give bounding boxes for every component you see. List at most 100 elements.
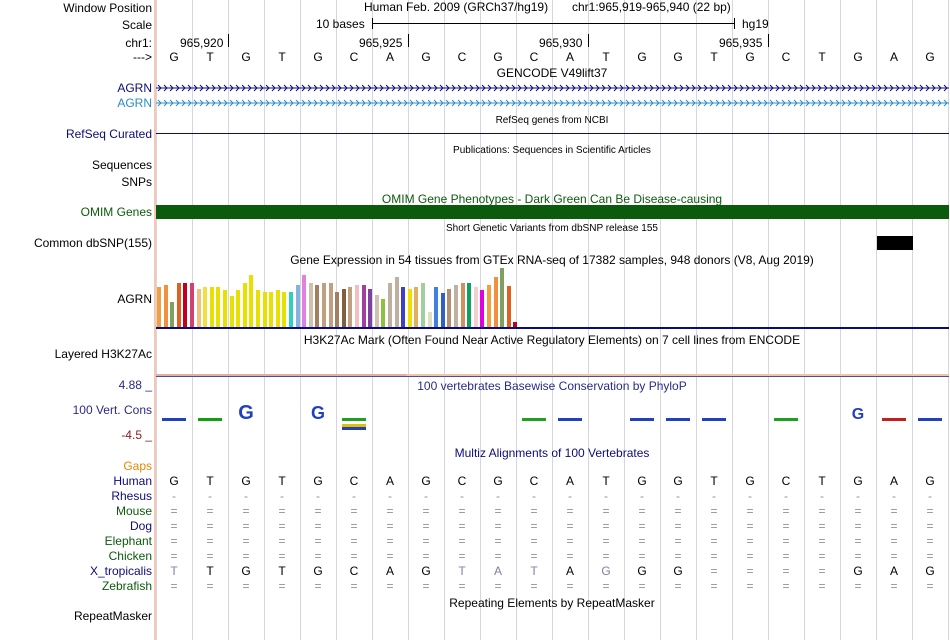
gtex-expression-bars[interactable] — [156, 268, 536, 327]
multiz-species-label[interactable]: Mouse — [115, 504, 152, 518]
gtex-tissue-bar[interactable] — [414, 287, 419, 327]
strand-arrow — [571, 99, 576, 107]
gtex-tissue-bar[interactable] — [322, 283, 326, 327]
snps-track-label[interactable]: SNPs — [121, 175, 152, 189]
multiz-species-label[interactable]: Elephant — [104, 534, 152, 548]
gtex-tissue-bar[interactable] — [216, 287, 221, 327]
gencode-transcript-1[interactable] — [156, 84, 949, 92]
aligned-base: = — [422, 519, 430, 533]
gtex-tissue-bar[interactable] — [335, 292, 340, 327]
publications-track-label[interactable]: Sequences — [91, 158, 152, 172]
gtex-tissue-bar[interactable] — [242, 283, 247, 327]
h3k27ac-track-label[interactable]: Layered H3K27Ac — [54, 347, 152, 361]
gtex-tissue-bar[interactable] — [302, 275, 307, 327]
gtex-tissue-bar[interactable] — [196, 289, 201, 327]
gtex-tissue-bar[interactable] — [467, 283, 472, 327]
gtex-tissue-bar[interactable] — [487, 285, 491, 327]
gencode-transcript-2[interactable] — [156, 99, 949, 107]
gtex-tissue-bar[interactable] — [328, 283, 333, 327]
gtex-tissue-bar[interactable] — [229, 296, 234, 327]
gtex-tissue-bar[interactable] — [295, 285, 300, 327]
strand-arrow — [805, 84, 810, 92]
gtex-tissue-bar[interactable] — [348, 287, 353, 327]
gtex-tissue-bar[interactable] — [493, 277, 498, 327]
aligned-base: = — [206, 534, 214, 548]
strand-arrow — [865, 84, 870, 92]
multiz-species-label[interactable]: Dog — [129, 519, 152, 533]
gtex-tissue-bar[interactable] — [473, 287, 478, 327]
phylop-track-label[interactable]: 100 Vert. Cons — [72, 403, 152, 417]
gencode-gene-label-1[interactable]: AGRN — [117, 81, 152, 95]
multiz-species-label[interactable]: Zebrafish — [101, 579, 152, 593]
gtex-tissue-bar[interactable] — [355, 285, 359, 327]
aligned-base: G — [421, 564, 431, 578]
gtex-tissue-bar[interactable] — [374, 295, 379, 327]
gtex-tissue-bar[interactable] — [381, 299, 386, 327]
omim-track-label[interactable]: OMIM Genes — [80, 205, 152, 219]
gtex-tissue-bar[interactable] — [361, 285, 366, 327]
aligned-base: = — [530, 549, 538, 563]
dbsnp-track-label[interactable]: Common dbSNP(155) — [33, 236, 152, 250]
refseq-gene-line[interactable] — [156, 133, 949, 134]
gtex-tissue-bar[interactable] — [289, 292, 293, 327]
gtex-tissue-bar[interactable] — [447, 289, 452, 327]
gtex-tissue-bar[interactable] — [315, 285, 320, 327]
dbsnp-variant[interactable] — [877, 236, 913, 250]
gtex-tissue-bar[interactable] — [223, 290, 227, 327]
gtex-tissue-bar[interactable] — [176, 283, 181, 327]
strand-arrow — [469, 84, 474, 92]
gtex-tissue-bar[interactable] — [209, 287, 214, 327]
gtex-tissue-bar[interactable] — [434, 287, 439, 327]
aligned-base: G — [637, 474, 647, 488]
gtex-tissue-bar[interactable] — [454, 285, 458, 327]
gtex-tissue-bar[interactable] — [368, 289, 373, 327]
gtex-tissue-bar[interactable] — [262, 292, 267, 327]
strand-arrow — [487, 84, 492, 92]
gtex-tissue-bar[interactable] — [183, 283, 188, 327]
strand-arrow — [943, 84, 948, 92]
h3k27ac-signal-band[interactable] — [156, 374, 406, 377]
multiz-species-label[interactable]: X_tropicalis — [89, 564, 152, 578]
gtex-tissue-bar[interactable] — [506, 286, 511, 327]
gtex-tissue-bar[interactable] — [421, 283, 425, 327]
gtex-tissue-bar[interactable] — [401, 287, 406, 327]
refseq-track-label[interactable]: RefSeq Curated — [65, 127, 152, 141]
aligned-base: = — [530, 504, 538, 518]
gtex-tissue-bar[interactable] — [460, 283, 465, 327]
multiz-species-label[interactable]: Chicken — [108, 549, 152, 563]
gtex-tissue-bar[interactable] — [500, 268, 505, 327]
gtex-tissue-bar[interactable] — [256, 290, 260, 327]
gencode-gene-label-2[interactable]: AGRN — [117, 96, 152, 110]
gtex-tissue-bar[interactable] — [308, 283, 313, 327]
aligned-base: T — [458, 564, 466, 578]
strand-arrow — [229, 99, 234, 107]
gtex-tissue-bar[interactable] — [282, 292, 287, 327]
gtex-tissue-bar[interactable] — [249, 275, 254, 327]
gtex-tissue-bar[interactable] — [440, 293, 445, 327]
gtex-tissue-bar[interactable] — [170, 302, 175, 327]
gtex-tissue-bar[interactable] — [203, 287, 208, 327]
gtex-tissue-bar[interactable] — [163, 285, 168, 327]
repeatmasker-track-label[interactable]: RepeatMasker — [73, 609, 152, 623]
gtex-gene-label[interactable]: AGRN — [117, 292, 152, 306]
strand-arrow — [715, 99, 720, 107]
gtex-tissue-bar[interactable] — [480, 290, 485, 327]
gtex-tissue-bar[interactable] — [394, 277, 399, 327]
gtex-tissue-bar[interactable] — [388, 283, 392, 327]
gtex-tissue-bar[interactable] — [341, 289, 346, 327]
gtex-tissue-bar[interactable] — [269, 292, 274, 327]
gtex-tissue-bar[interactable] — [190, 283, 194, 327]
aligned-base: = — [350, 519, 358, 533]
gtex-tissue-bar[interactable] — [275, 290, 280, 327]
omim-gene-bar[interactable] — [156, 205, 949, 219]
gtex-tissue-bar[interactable] — [407, 289, 412, 327]
aligned-base: = — [242, 579, 250, 593]
multiz-species-label[interactable]: Rhesus — [111, 489, 152, 503]
gtex-tissue-bar[interactable] — [427, 312, 432, 327]
multiz-species-label[interactable]: Human — [113, 474, 152, 488]
gtex-tissue-bar[interactable] — [157, 287, 161, 327]
h3k27ac-signal-band[interactable] — [406, 374, 949, 377]
gtex-tissue-bar[interactable] — [513, 322, 518, 327]
gtex-tissue-bar[interactable] — [236, 290, 241, 327]
